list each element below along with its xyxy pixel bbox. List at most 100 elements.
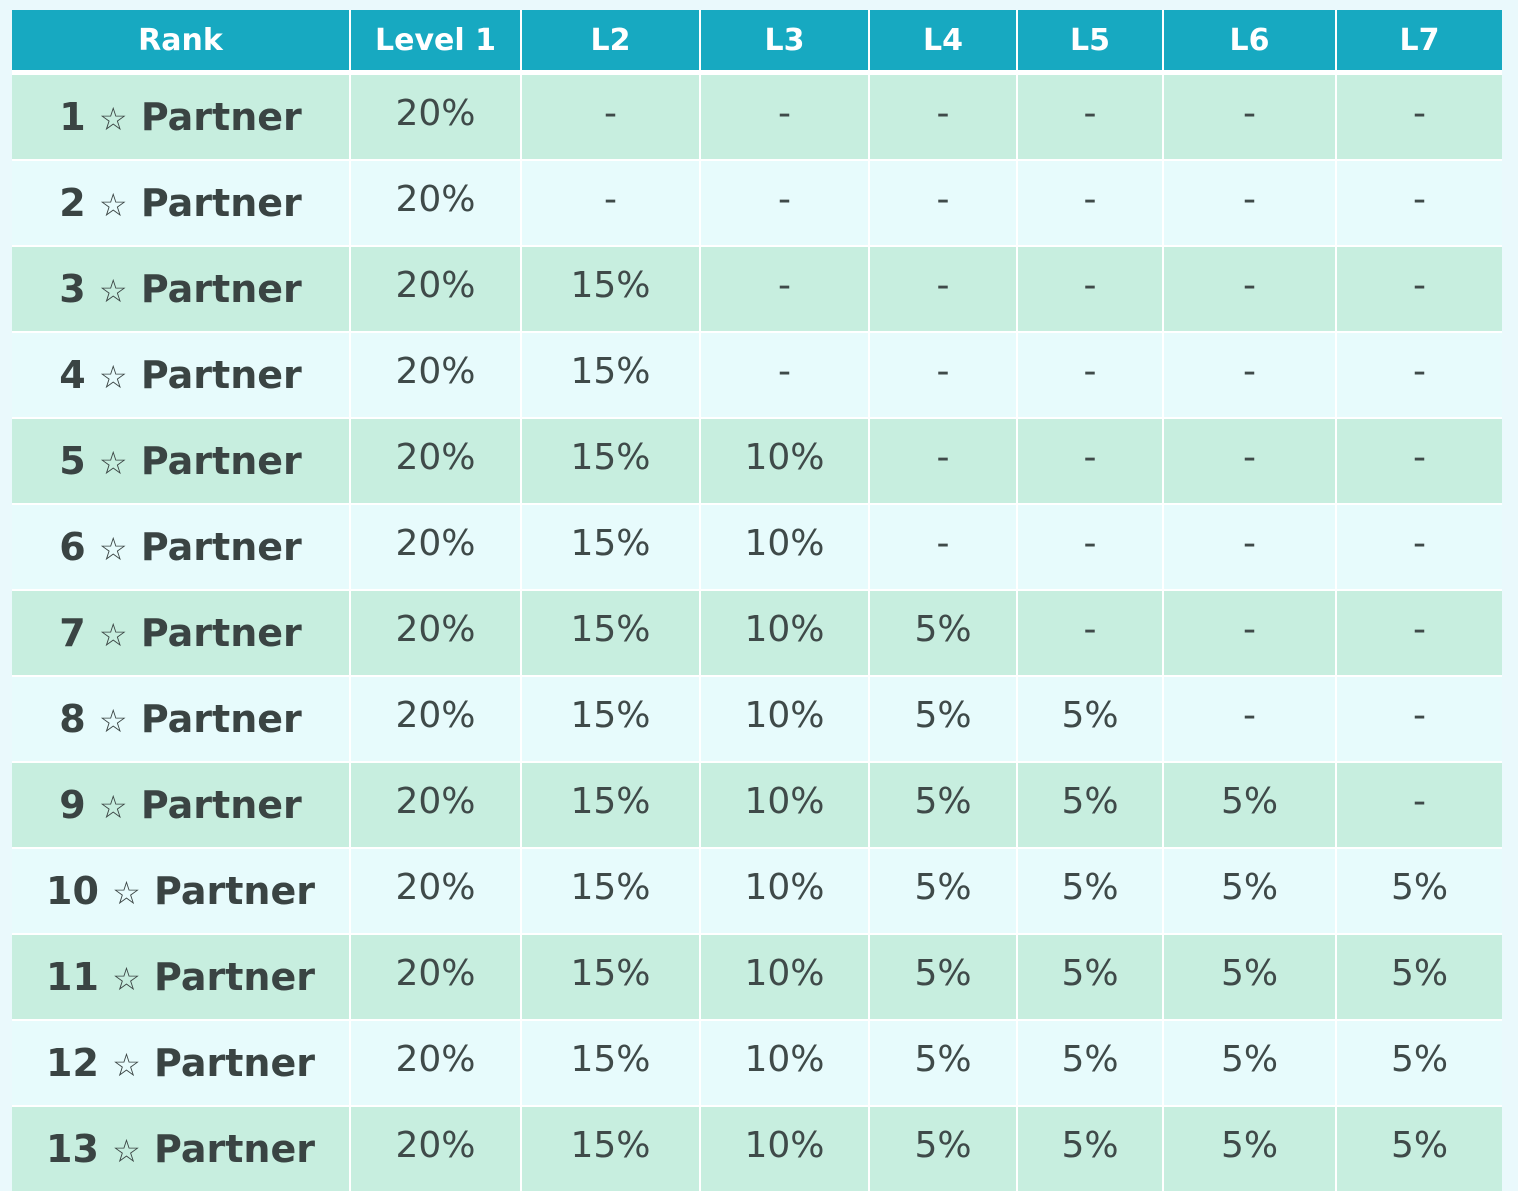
header-l3: L3 [700, 10, 869, 73]
rank-label: Partner [154, 1041, 315, 1085]
level-7-cell: 5% [1336, 1020, 1502, 1106]
star-icon: ☆ [99, 100, 128, 138]
level-3-cell: - [700, 73, 869, 161]
rank-label: Partner [154, 1127, 315, 1171]
level-3-cell: 10% [700, 848, 869, 934]
level-5-cell: - [1017, 73, 1163, 161]
level-7-cell: - [1336, 418, 1502, 504]
level-7-cell: - [1336, 504, 1502, 590]
level-3-cell: - [700, 246, 869, 332]
level-6-cell: - [1163, 73, 1336, 161]
level-4-cell: - [869, 160, 1017, 246]
rank-number: 13 [46, 1127, 99, 1171]
level-6-cell: 5% [1163, 934, 1336, 1020]
rank-label: Partner [141, 95, 302, 139]
level-7-cell: - [1336, 762, 1502, 848]
level-4-cell: 5% [869, 590, 1017, 676]
rank-cell: 6 ☆ Partner [12, 504, 350, 590]
level-4-cell: 5% [869, 848, 1017, 934]
level-2-cell: 15% [521, 762, 700, 848]
header-row: Rank Level 1 L2 L3 L4 L5 L6 L7 [12, 10, 1502, 73]
level-6-cell: - [1163, 590, 1336, 676]
star-icon: ☆ [112, 960, 141, 998]
rank-cell: 13 ☆ Partner [12, 1106, 350, 1191]
rank-number: 1 [59, 95, 85, 139]
level-4-cell: - [869, 332, 1017, 418]
rank-label: Partner [141, 267, 302, 311]
header-rank: Rank [12, 10, 350, 73]
level-2-cell: 15% [521, 246, 700, 332]
level-6-cell: 5% [1163, 1106, 1336, 1191]
level-3-cell: 10% [700, 676, 869, 762]
level-6-cell: - [1163, 246, 1336, 332]
level-4-cell: - [869, 246, 1017, 332]
level-6-cell: - [1163, 504, 1336, 590]
level-2-cell: 15% [521, 676, 700, 762]
rank-number: 3 [59, 267, 85, 311]
level-5-cell: - [1017, 504, 1163, 590]
star-icon: ☆ [99, 272, 128, 310]
level-3-cell: 10% [700, 934, 869, 1020]
commission-table: Rank Level 1 L2 L3 L4 L5 L6 L7 1 ☆ Partn… [12, 10, 1502, 1191]
star-icon: ☆ [99, 788, 128, 826]
level-3-cell: 10% [700, 762, 869, 848]
rank-cell: 10 ☆ Partner [12, 848, 350, 934]
level-4-cell: 5% [869, 762, 1017, 848]
level-2-cell: 15% [521, 1106, 700, 1191]
level-6-cell: 5% [1163, 762, 1336, 848]
level-1-cell: 20% [350, 1020, 521, 1106]
level-7-cell: - [1336, 160, 1502, 246]
rank-number: 2 [59, 181, 85, 225]
level-7-cell: - [1336, 246, 1502, 332]
rank-label: Partner [154, 869, 315, 913]
level-3-cell: 10% [700, 504, 869, 590]
star-icon: ☆ [99, 186, 128, 224]
rank-label: Partner [141, 353, 302, 397]
level-6-cell: 5% [1163, 848, 1336, 934]
header-level-1: Level 1 [350, 10, 521, 73]
rank-cell: 1 ☆ Partner [12, 73, 350, 161]
rank-number: 5 [59, 439, 85, 483]
rank-cell: 4 ☆ Partner [12, 332, 350, 418]
rank-label: Partner [154, 955, 315, 999]
level-2-cell: - [521, 160, 700, 246]
level-6-cell: - [1163, 332, 1336, 418]
level-2-cell: 15% [521, 590, 700, 676]
rank-number: 10 [46, 869, 99, 913]
rank-number: 4 [59, 353, 85, 397]
star-icon: ☆ [99, 616, 128, 654]
level-7-cell: - [1336, 332, 1502, 418]
level-2-cell: - [521, 73, 700, 161]
star-icon: ☆ [112, 1046, 141, 1084]
star-icon: ☆ [99, 358, 128, 396]
header-l6: L6 [1163, 10, 1336, 73]
level-3-cell: - [700, 332, 869, 418]
level-3-cell: 10% [700, 1106, 869, 1191]
rank-number: 8 [59, 697, 85, 741]
level-7-cell: 5% [1336, 934, 1502, 1020]
level-6-cell: - [1163, 160, 1336, 246]
level-3-cell: - [700, 160, 869, 246]
level-2-cell: 15% [521, 504, 700, 590]
level-3-cell: 10% [700, 418, 869, 504]
level-5-cell: - [1017, 590, 1163, 676]
rank-number: 11 [46, 955, 99, 999]
star-icon: ☆ [99, 702, 128, 740]
header-l2: L2 [521, 10, 700, 73]
header-l7: L7 [1336, 10, 1502, 73]
level-4-cell: - [869, 418, 1017, 504]
star-icon: ☆ [112, 1132, 141, 1170]
level-4-cell: 5% [869, 1106, 1017, 1191]
rank-number: 7 [59, 611, 85, 655]
level-4-cell: 5% [869, 934, 1017, 1020]
rank-cell: 8 ☆ Partner [12, 676, 350, 762]
rank-number: 9 [59, 783, 85, 827]
